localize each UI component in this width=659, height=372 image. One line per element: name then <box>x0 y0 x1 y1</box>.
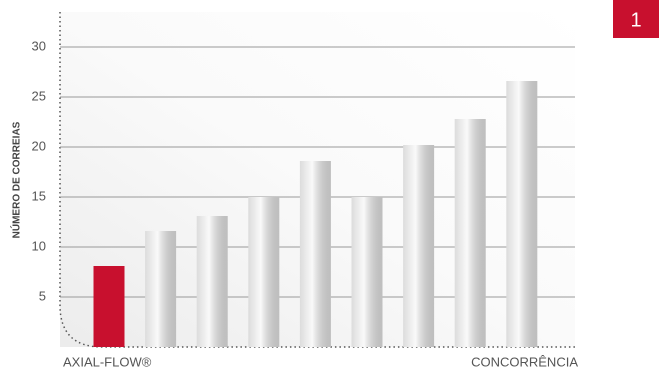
bar-shine <box>299 161 331 347</box>
y-tick-label: 30 <box>32 38 46 53</box>
bar-shine <box>196 216 228 347</box>
x-tick-label: CONCORRÊNCIA <box>471 354 578 369</box>
x-tick-label: AXIAL-FLOW® <box>63 354 152 369</box>
badge <box>613 0 659 38</box>
y-tick-label: 10 <box>32 238 46 253</box>
y-tick-label: 5 <box>39 288 46 303</box>
bar <box>93 266 125 347</box>
bar-shine <box>506 81 538 347</box>
y-axis-label: NÚMERO DE CORREIAS <box>10 121 23 238</box>
y-tick-label: 25 <box>32 88 46 103</box>
badge-text: 1 <box>630 9 641 31</box>
y-tick-label: 20 <box>32 138 46 153</box>
bar-shine <box>351 197 383 347</box>
bar-shine <box>403 145 435 347</box>
y-tick-label: 15 <box>32 188 46 203</box>
bar-shine <box>145 231 177 347</box>
bar-shine <box>454 119 486 347</box>
bar-shine <box>248 197 280 347</box>
